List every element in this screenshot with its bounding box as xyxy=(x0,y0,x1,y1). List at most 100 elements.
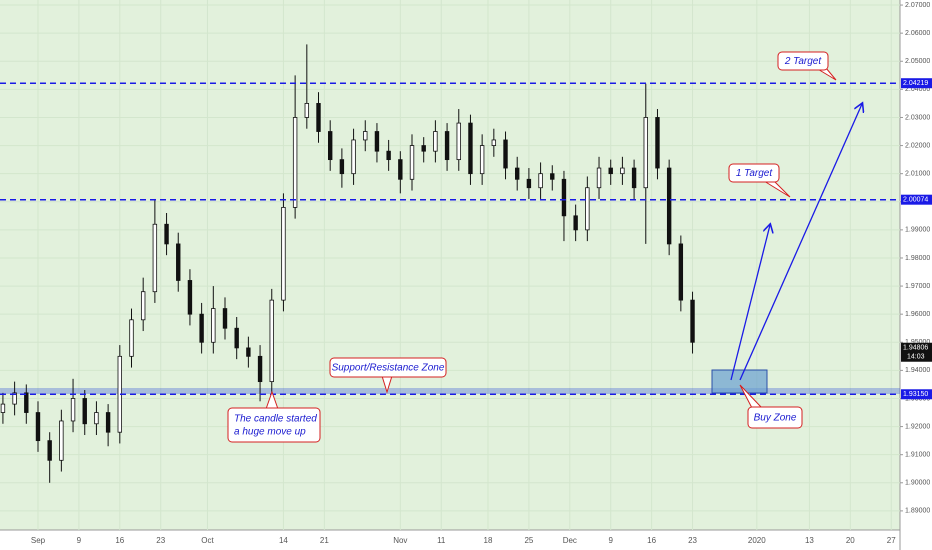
levels xyxy=(0,82,900,396)
candle-body xyxy=(608,167,613,175)
candle-body xyxy=(316,103,321,132)
candle-body xyxy=(351,139,356,175)
candle-body xyxy=(690,299,695,343)
candles xyxy=(0,44,695,483)
callout: The candle started a huge move up xyxy=(227,390,321,443)
candle-body xyxy=(526,178,532,189)
time-axis xyxy=(0,530,900,550)
candle-body xyxy=(503,139,508,169)
y-tick-label: 2.03000 xyxy=(905,114,930,121)
candle-body xyxy=(550,173,555,180)
y-tick-label: 2.01000 xyxy=(905,171,930,178)
y-tick-label: 2.04000 xyxy=(905,86,930,93)
candle-body xyxy=(105,412,111,433)
level-tag xyxy=(901,389,932,400)
candle-body xyxy=(515,167,520,180)
candle-body xyxy=(222,308,228,329)
candle-body xyxy=(374,131,380,152)
candle-body xyxy=(666,167,672,245)
candle-body xyxy=(269,299,274,383)
candle-body xyxy=(631,167,637,189)
annotation: The candle started xyxy=(234,414,317,425)
x-tick-label: 27 xyxy=(887,536,896,545)
x-tick-label: Dec xyxy=(563,536,577,545)
candle-body xyxy=(561,178,567,217)
callout: 1 Target xyxy=(728,163,791,198)
y-tick-label: 1.97000 xyxy=(905,283,930,290)
x-tick-label: Sep xyxy=(31,536,46,545)
annotation: Buy Zone xyxy=(754,413,797,424)
candle-body xyxy=(655,117,660,169)
annotation: 1 Target xyxy=(736,168,774,179)
annotation: 2 Target xyxy=(784,56,823,67)
candle-body xyxy=(35,412,41,442)
y-tick-label: 2.06000 xyxy=(905,30,930,37)
candle-body xyxy=(339,159,345,175)
candle-body xyxy=(292,117,298,208)
x-tick-label: 2020 xyxy=(748,536,766,545)
candle-body xyxy=(363,131,368,141)
arrow xyxy=(739,104,862,381)
candle-body xyxy=(187,280,193,315)
y-tick-label: 1.96000 xyxy=(905,311,930,318)
candle-body xyxy=(82,398,87,425)
x-tick-label: 9 xyxy=(608,536,613,545)
candle-body xyxy=(433,131,438,152)
candle-body xyxy=(596,167,602,189)
candle-body xyxy=(24,392,29,413)
x-tick-label: 25 xyxy=(524,536,533,545)
candle-body xyxy=(479,145,485,175)
x-tick-label: 23 xyxy=(156,536,165,545)
buy-zone-box xyxy=(711,369,768,394)
x-tick-label: 23 xyxy=(688,536,697,545)
candle-body xyxy=(444,131,450,161)
level-label: 2.04219 xyxy=(903,80,928,87)
last-price-label: 1.94806 xyxy=(903,345,928,352)
x-tick-label: 20 xyxy=(846,536,855,545)
candle-body xyxy=(0,403,6,413)
candle-body xyxy=(327,131,333,161)
x-tick-label: Oct xyxy=(201,536,214,545)
candle-body xyxy=(304,103,310,118)
candle-body xyxy=(643,117,648,189)
x-tick-label: 11 xyxy=(437,536,446,545)
y-tick-label: 2.07000 xyxy=(905,2,930,9)
level-tag xyxy=(901,78,932,89)
candle-body xyxy=(12,392,17,405)
x-tick-label: 9 xyxy=(77,536,82,545)
axis-labels: 1.890001.900001.910001.920001.930001.940… xyxy=(31,2,932,545)
candle-body xyxy=(59,420,64,461)
candle-body xyxy=(94,412,99,425)
y-tick-label: 1.95000 xyxy=(905,339,930,346)
candle-body xyxy=(176,243,181,281)
candle-body xyxy=(421,145,426,152)
candle-body xyxy=(234,327,239,349)
candle-body xyxy=(398,159,403,180)
x-tick-label: 16 xyxy=(115,536,124,545)
support-band xyxy=(0,388,900,394)
y-tick-label: 1.99000 xyxy=(905,227,930,234)
annotation: a huge move up xyxy=(234,427,306,438)
level-label: 2.00074 xyxy=(903,197,928,204)
candle-body xyxy=(199,313,204,343)
candle-body xyxy=(257,355,263,383)
y-tick-label: 1.90000 xyxy=(905,480,930,487)
candle-body xyxy=(246,347,251,357)
x-tick-label: 13 xyxy=(805,536,814,545)
y-tick-label: 1.91000 xyxy=(905,452,930,459)
y-tick-label: 1.89000 xyxy=(905,508,930,515)
price-axis xyxy=(900,0,932,550)
callout: Support/Resistance Zone xyxy=(329,357,447,394)
candle-body xyxy=(47,440,52,461)
candle-body xyxy=(140,291,146,321)
candle-body xyxy=(211,308,216,343)
candle-body xyxy=(585,187,590,231)
countdown-label: 14:03 xyxy=(907,354,925,361)
y-tick-label: 1.94000 xyxy=(905,367,930,374)
y-tick-label: 1.92000 xyxy=(905,423,930,430)
callout: 2 Target xyxy=(777,51,837,81)
candle-body xyxy=(70,398,76,422)
candle-body xyxy=(620,167,625,175)
